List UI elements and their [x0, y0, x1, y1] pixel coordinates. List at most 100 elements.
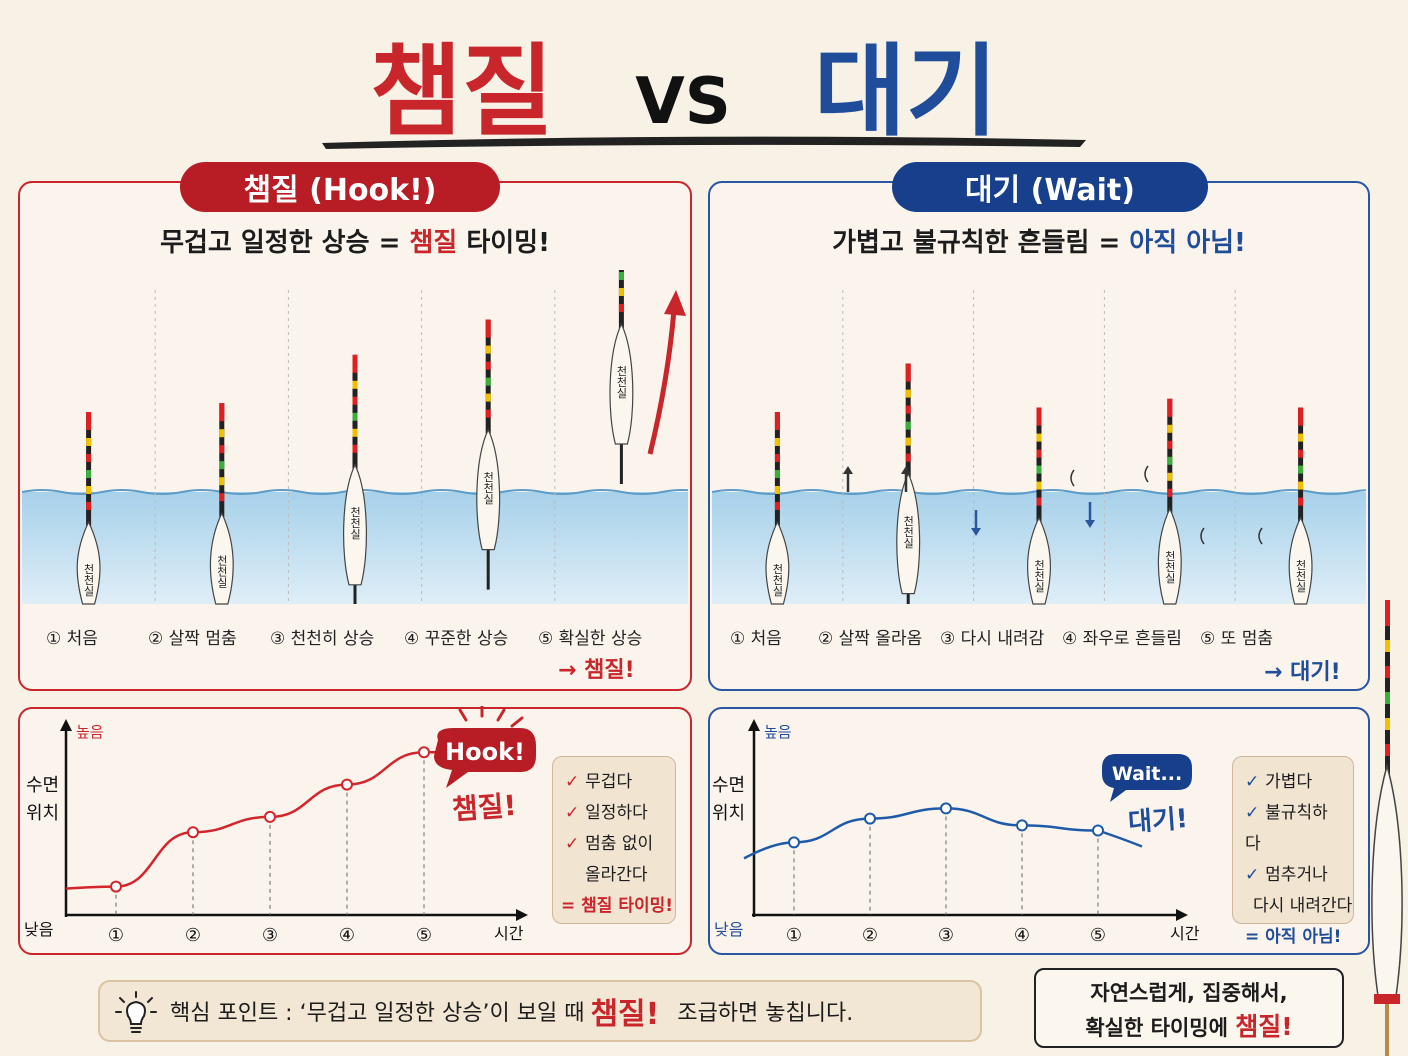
hook-float-label: 천천실 — [349, 505, 362, 539]
hook-check-result: = 챔질 타이밍! — [561, 896, 674, 916]
wait-tick-5: ⑤ — [1090, 925, 1106, 946]
hook-rise-arrowhead-icon — [664, 290, 686, 316]
wobble-mark-icon — [1200, 527, 1205, 545]
wait-tick-1: ① — [786, 925, 802, 946]
hook-subtitle-pre: 무겁고 일정한 상승 = — [160, 228, 410, 258]
wait-float-5: 천천실 — [1288, 407, 1313, 605]
wait-float-1: 천천실 — [765, 412, 790, 605]
hook-step-1: ① 처음 — [46, 629, 98, 649]
wobble-mark-icon — [1258, 527, 1263, 545]
wait-series-line — [743, 807, 1143, 860]
hook-subtitle: 무겁고 일정한 상승 = 챔질 타이밍! — [18, 222, 692, 259]
hook-float-label: 천천실 — [215, 553, 228, 587]
title-hook-word: 챔질 — [370, 32, 554, 150]
wait-chart-y-label-1: 수면 — [712, 775, 745, 796]
wait-float-2: 천천실 — [896, 363, 921, 604]
wait-check-4-text: 다시 내려간다 — [1253, 896, 1353, 916]
wait-step-1: ① 처음 — [730, 629, 782, 649]
wait-tick-4: ④ — [1014, 925, 1030, 946]
wait-subtitle-highlight: 아직 아님! — [1129, 228, 1246, 258]
wait-float-3: 천천실 — [1027, 407, 1051, 605]
wait-float-label: 천천실 — [1033, 558, 1046, 592]
wait-point-3 — [940, 802, 952, 815]
hook-point-5 — [418, 746, 430, 759]
hook-step-4: ④ 꾸준한 상승 — [404, 629, 509, 649]
tip-bar: 핵심 포인트 : ‘무겁고 일정한 상승’이 보일 때 챔질! 조급하면 놓칩니… — [98, 980, 982, 1042]
hook-float-label: 천천실 — [82, 562, 95, 596]
main-title: 챔질 VS 대기 — [322, 32, 1086, 150]
wait-point-5 — [1092, 824, 1104, 837]
wobble-mark-icon — [1070, 469, 1075, 487]
hook-exclaim: 챔질! — [451, 788, 518, 827]
hook-step-3: ③ 천천히 상승 — [270, 629, 375, 649]
hook-check-2: ✓ 일정하다 — [565, 803, 648, 823]
wait-float-4: 천천실 — [1157, 398, 1182, 605]
hook-point-1 — [110, 880, 122, 893]
hook-badge: 챔질 (Hook!) — [180, 162, 500, 212]
hook-check-2-text: 일정하다 — [585, 803, 648, 823]
wait-check-1: ✓ 가볍다 — [1245, 772, 1313, 792]
wobble-mark-icon — [1144, 465, 1149, 483]
hook-tick-2: ② — [185, 925, 201, 946]
wait-float-label: 천천실 — [902, 514, 915, 548]
hook-check-4: 올라간다 — [565, 860, 663, 891]
wait-float-label: 천천실 — [771, 562, 784, 596]
wait-step-2: ② 살짝 올라옴 — [818, 629, 923, 649]
hook-float-label: 천천실 — [615, 364, 628, 398]
wait-step-3: ③ 다시 내려감 — [940, 629, 1045, 649]
wait-point-2 — [864, 812, 876, 825]
hook-conclusion: → 챔질! — [558, 658, 635, 683]
wait-chart: 높음 낮음 수면 위치 시간 ① ② ③ ④ ⑤ — [712, 719, 1200, 946]
hook-step-2: ② 살짝 멈춤 — [148, 629, 237, 649]
wait-checklist: ✓ 가볍다 ✓ 불규칙하다 ✓ 멈추거나 다시 내려간다 = 아직 아님! — [1232, 756, 1354, 947]
title-wait-word: 대기 — [814, 32, 998, 150]
wait-check-2-text: 불규칙하다 — [1245, 803, 1328, 854]
hook-point-2 — [187, 826, 199, 839]
wait-chart-y-label-2: 위치 — [712, 803, 745, 824]
hook-checklist: ✓ 무겁다 ✓ 일정하다 ✓ 멈춤 없이 올라간다 = 챔질 타이밍! — [552, 756, 676, 924]
hook-bubble-text: Hook! — [445, 738, 525, 766]
wait-exclaim: 대기! — [1127, 803, 1189, 839]
final-note-line-1: 자연스럽게, 집중해서, — [1090, 981, 1288, 1005]
wait-check-4: 다시 내려간다 — [1245, 891, 1352, 922]
hook-chart-y-label-1: 수면 — [26, 775, 59, 796]
final-note-line-2-highlight: 챔질! — [1235, 1012, 1293, 1041]
wait-chart-y-bottom: 낮음 — [714, 920, 743, 939]
wait-check-2: ✓ 불규칙하다 — [1245, 803, 1328, 854]
hook-subtitle-highlight: 챔질 — [409, 228, 458, 258]
hook-chart: 높음 낮음 수면 위치 시간 ① ② ③ ④ ⑤ — [24, 719, 528, 946]
hook-float-5: 천천실 — [609, 270, 634, 484]
hook-float-3: 천천실 — [343, 354, 367, 604]
decorative-float-icon — [1371, 600, 1403, 1056]
wait-step-5: ⑤ 또 멈춤 — [1200, 629, 1273, 649]
hook-chart-y-bottom: 낮음 — [24, 920, 53, 939]
hook-float-2: 천천실 — [209, 403, 234, 605]
hook-tick-3: ③ — [262, 925, 278, 946]
hook-chart-y-label-2: 위치 — [26, 803, 59, 824]
wait-chart-x-label: 시간 — [1170, 924, 1200, 943]
wait-waterline — [712, 489, 1366, 495]
hook-tick-5: ⑤ — [416, 925, 432, 946]
lightbulb-icon — [115, 991, 157, 1033]
wait-step-4: ④ 좌우로 흔들림 — [1062, 629, 1182, 649]
wait-point-1 — [788, 836, 800, 849]
hook-check-3-text: 멈춤 없이 — [585, 834, 654, 854]
wait-float-label: 천천실 — [1294, 558, 1307, 592]
wait-check-3-text: 멈추거나 — [1265, 865, 1328, 885]
hook-check-4-text: 올라간다 — [585, 865, 648, 885]
title-vs: VS — [635, 65, 731, 139]
hook-float-4: 천천실 — [476, 319, 501, 590]
wait-bubble: Wait... — [1102, 754, 1192, 802]
hook-check-1-text: 무겁다 — [585, 772, 633, 792]
wait-tick-3: ③ — [938, 925, 954, 946]
wait-subtitle-pre: 가볍고 불규칙한 흔들림 = — [832, 228, 1130, 258]
wait-check-3: ✓ 멈추거나 — [1245, 865, 1328, 885]
tip-highlight: 챔질! — [590, 997, 660, 1032]
wait-float-label: 천천실 — [1163, 549, 1176, 583]
final-note: 자연스럽게, 집중해서, 확실한 타이밍에 챔질! — [1034, 968, 1344, 1048]
hook-tick-1: ① — [108, 925, 124, 946]
wait-tick-2: ② — [862, 925, 878, 946]
hook-tick-4: ④ — [339, 925, 355, 946]
hook-panel — [18, 181, 692, 691]
